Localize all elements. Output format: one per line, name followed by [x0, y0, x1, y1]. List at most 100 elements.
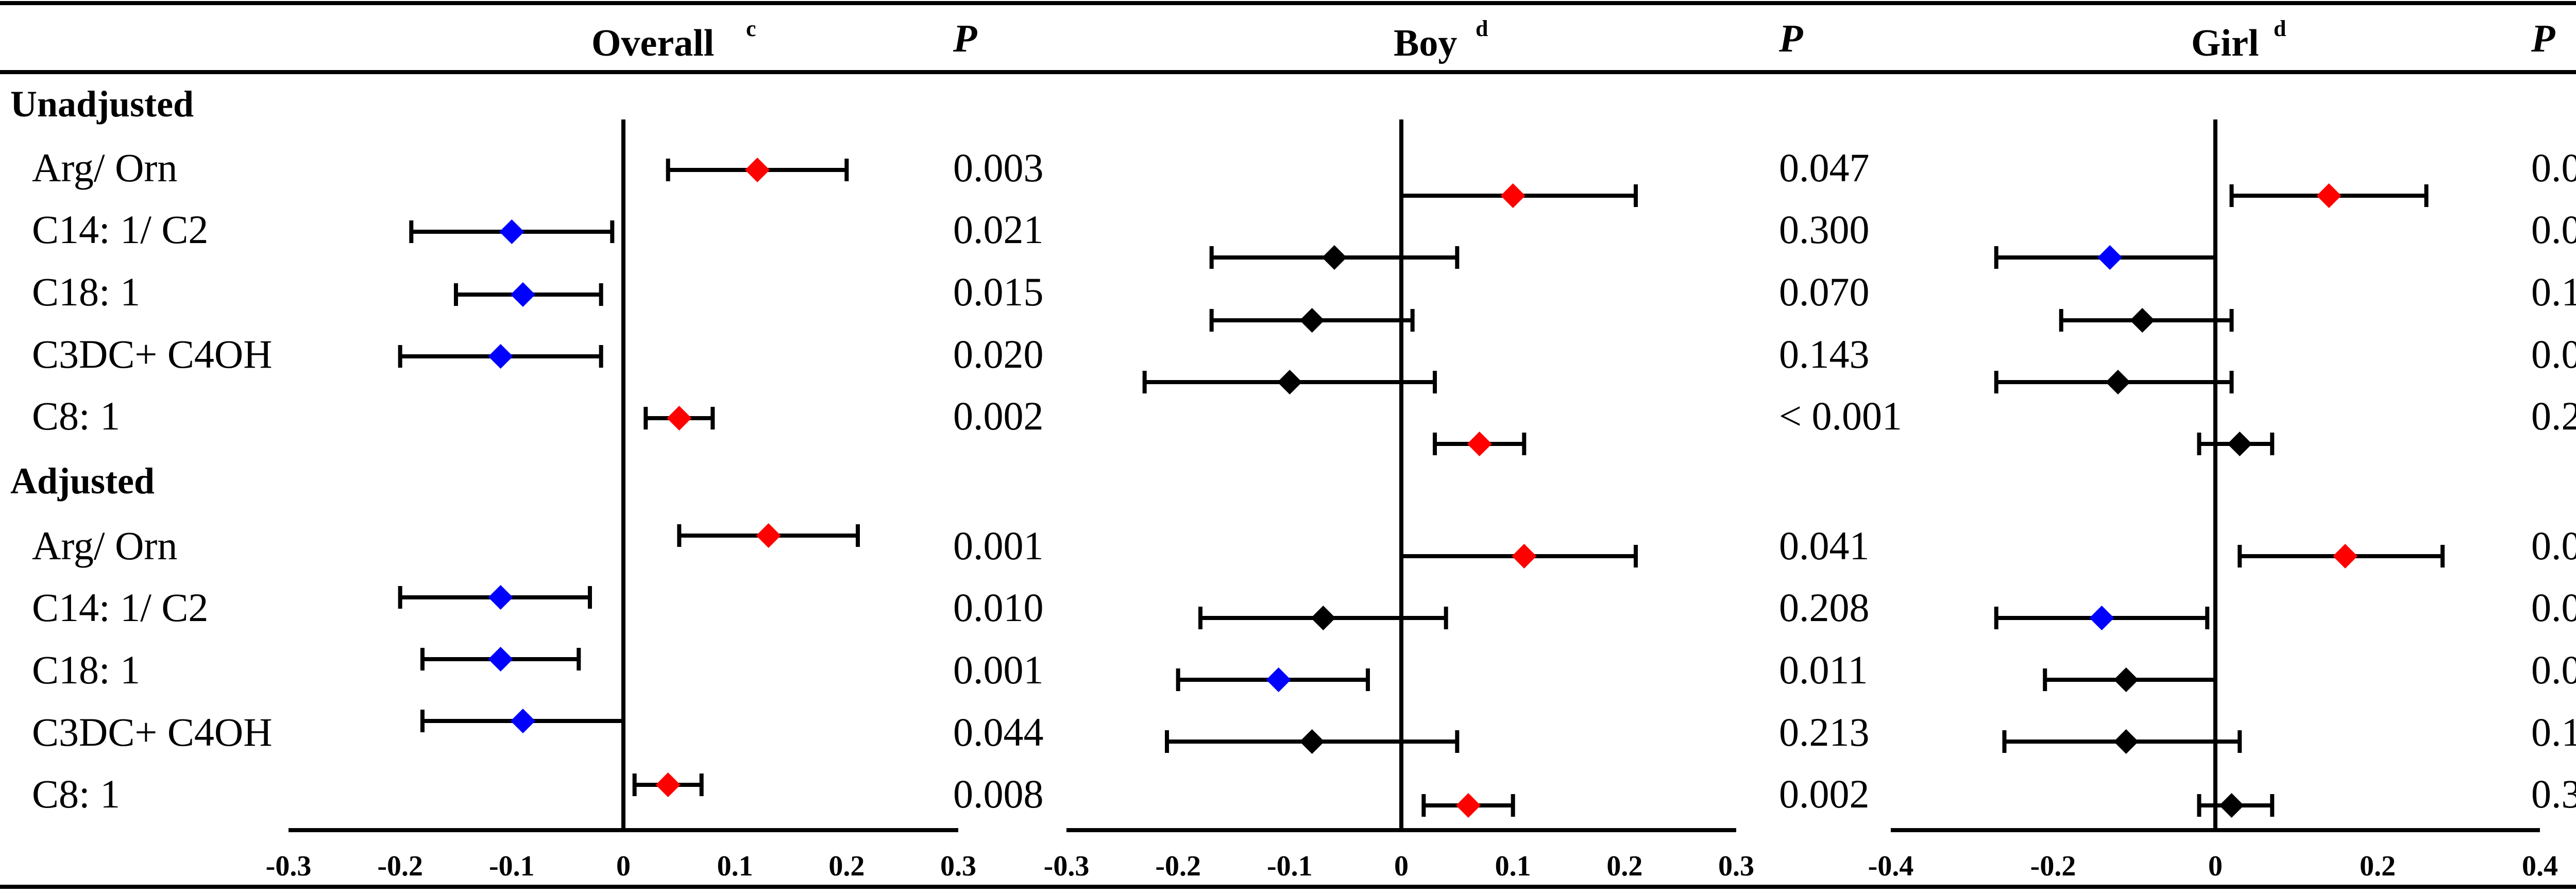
point-estimate-diamond: [2130, 308, 2155, 333]
x-tick-label: -0.2: [377, 850, 423, 882]
p-value: 0.011: [1779, 647, 1868, 692]
point-estimate-diamond: [2333, 544, 2358, 569]
p-value: 0.001: [953, 647, 1044, 692]
row-label: C3DC+ C4OH: [32, 710, 273, 754]
point-estimate-diamond: [2316, 183, 2342, 208]
point-estimate-diamond: [499, 219, 524, 244]
point-estimate-diamond: [488, 647, 513, 672]
row-label: C14: 1/ C2: [32, 585, 208, 630]
x-tick-label: 0: [1394, 850, 1409, 882]
p-value: 0.118: [2531, 269, 2576, 314]
point-estimate-diamond: [1456, 793, 1481, 818]
p-value: 0.002: [953, 393, 1044, 438]
x-tick-label: -0.3: [266, 850, 312, 882]
p-value: 0.014: [2531, 523, 2576, 568]
p-value: 0.021: [953, 207, 1044, 252]
x-tick-label: -0.1: [1267, 850, 1313, 882]
x-tick-label: 0.4: [2522, 850, 2558, 882]
row-label: C8: 1: [32, 393, 120, 438]
p-value: 0.304: [2531, 771, 2576, 816]
point-estimate-diamond: [2113, 729, 2139, 754]
point-estimate-diamond: [745, 158, 770, 182]
p-value: 0.020: [953, 332, 1044, 376]
header-boy: Boy: [1394, 22, 1457, 64]
point-estimate-diamond: [2097, 245, 2123, 270]
header-girl-sup: d: [2274, 16, 2286, 41]
p-value: 0.070: [1779, 269, 1870, 314]
p-value: 0.010: [953, 585, 1044, 630]
point-estimate-diamond: [1299, 308, 1325, 333]
x-tick-label: -0.2: [2030, 850, 2076, 882]
row-label: Arg/ Orn: [32, 523, 177, 568]
row-label: Arg/ Orn: [32, 145, 177, 190]
forest-panel-overall: -0.3 -0.2 -0.1 0 0.1 0.2 0.3 0.003 0.021 0.015 0.0…: [266, 119, 1044, 882]
p-value: 0.143: [1779, 332, 1870, 376]
x-tick-label: 0.1: [717, 850, 753, 882]
point-estimate-diamond: [2227, 432, 2252, 456]
point-estimate-diamond: [1299, 729, 1325, 754]
forest-panel-girl: -0.4 -0.2 0 0.2 0.4 0.025 0.045 0.118 0.094 0.237…: [1868, 119, 2576, 882]
p-value: 0.003: [953, 145, 1044, 190]
p-value: 0.045: [2531, 207, 2576, 252]
row-label: C18: 1: [32, 269, 140, 314]
p-value: 0.208: [1779, 585, 1870, 630]
point-estimate-diamond: [511, 709, 535, 733]
x-tick-label: 0: [616, 850, 631, 882]
point-estimate-diamond: [488, 585, 513, 610]
x-tick-label: -0.4: [1868, 850, 1914, 882]
section-adjusted: Adjusted: [10, 460, 155, 502]
header-overall: Overall: [591, 22, 714, 64]
row-label: C3DC+ C4OH: [32, 332, 273, 376]
x-tick-label: 0.2: [2360, 850, 2396, 882]
x-tick-label: 0.2: [1606, 850, 1642, 882]
x-tick-label: 0.1: [1495, 850, 1531, 882]
p-value: 0.001: [953, 523, 1044, 568]
x-tick-label: 0: [2208, 850, 2223, 882]
p-value: 0.213: [1779, 710, 1870, 754]
p-value: 0.015: [953, 269, 1044, 314]
point-estimate-diamond: [1467, 432, 1492, 456]
p-value: 0.094: [2531, 332, 2576, 376]
x-tick-label: 0.2: [828, 850, 865, 882]
p-value: 0.032: [2531, 585, 2576, 630]
x-tick-label: -0.2: [1155, 850, 1201, 882]
point-estimate-diamond: [488, 344, 513, 369]
forest-panel-boy: -0.3 -0.2 -0.1 0 0.1 0.2 0.3 0.047 0.300 0.070 0.1…: [1044, 119, 1902, 882]
header-p-boy: P: [1778, 17, 1803, 60]
point-estimate-diamond: [1322, 245, 1347, 270]
p-value: 0.044: [953, 710, 1044, 754]
header-boy-sup: d: [1476, 16, 1488, 41]
point-estimate-diamond: [667, 406, 692, 431]
p-value: < 0.001: [1779, 393, 1902, 438]
point-estimate-diamond: [1311, 606, 1336, 630]
p-value: 0.055: [2531, 647, 2576, 692]
row-label: C14: 1/ C2: [32, 207, 208, 252]
point-estimate-diamond: [2219, 793, 2244, 818]
point-estimate-diamond: [756, 523, 781, 548]
x-tick-label: 0.3: [1718, 850, 1754, 882]
p-value: 0.300: [1779, 207, 1870, 252]
section-unadjusted: Unadjusted: [10, 83, 194, 125]
header-p-overall: P: [953, 17, 977, 60]
point-estimate-diamond: [1277, 370, 1302, 394]
header-p-girl: P: [2531, 17, 2555, 60]
point-estimate-diamond: [1512, 544, 1537, 569]
point-estimate-diamond: [511, 282, 535, 307]
p-value: 0.008: [953, 771, 1044, 816]
p-value: 0.025: [2531, 145, 2576, 190]
header-girl: Girl: [2191, 22, 2259, 64]
p-value: 0.237: [2531, 393, 2576, 438]
p-value: 0.047: [1779, 145, 1870, 190]
p-value: 0.041: [1779, 523, 1870, 568]
point-estimate-diamond: [655, 772, 681, 797]
x-tick-label: 0.3: [940, 850, 976, 882]
x-tick-label: -0.3: [1044, 850, 1090, 882]
point-estimate-diamond: [2113, 667, 2139, 692]
p-value: 0.116: [2531, 710, 2576, 754]
point-estimate-diamond: [2106, 370, 2130, 394]
header-overall-sup: c: [746, 16, 756, 41]
row-label: C8: 1: [32, 771, 120, 816]
point-estimate-diamond: [1500, 183, 1526, 208]
p-value: 0.002: [1779, 771, 1870, 816]
